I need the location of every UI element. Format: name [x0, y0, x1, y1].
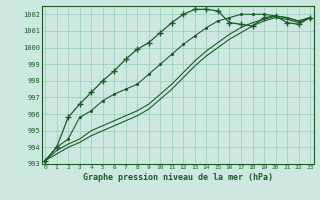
X-axis label: Graphe pression niveau de la mer (hPa): Graphe pression niveau de la mer (hPa)	[83, 173, 273, 182]
